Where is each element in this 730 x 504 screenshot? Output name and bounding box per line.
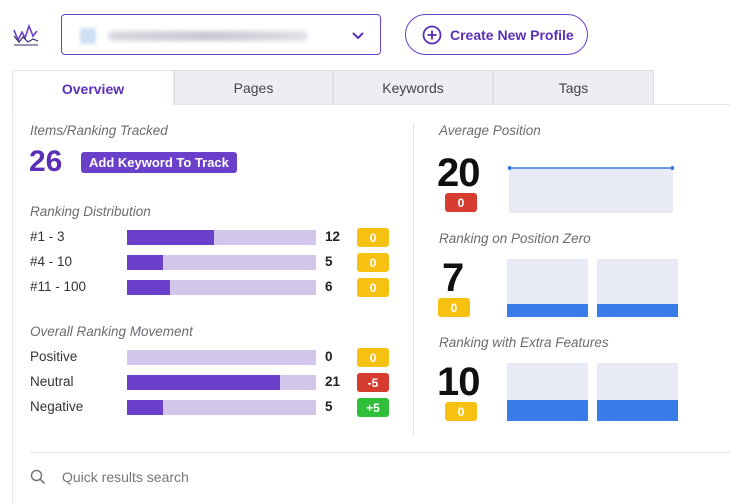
row-count: 5 xyxy=(325,399,333,414)
row-label: Neutral xyxy=(30,374,74,389)
position-zero-badge: 0 xyxy=(438,298,470,317)
row-bar xyxy=(127,255,316,270)
distribution-label: Ranking Distribution xyxy=(30,204,151,219)
plus-circle-icon xyxy=(422,25,442,44)
position-zero-bar-2 xyxy=(597,259,678,317)
tab-pages[interactable]: Pages xyxy=(174,70,333,105)
position-zero-value: 7 xyxy=(442,256,464,300)
row-bar-fill xyxy=(127,255,163,270)
create-profile-button[interactable]: Create New Profile xyxy=(405,14,588,55)
profile-select[interactable] xyxy=(61,14,381,55)
row-count: 0 xyxy=(325,349,333,364)
row-bar xyxy=(127,350,316,365)
extra-features-bar-2-fill xyxy=(597,399,678,421)
row-count: 12 xyxy=(325,229,341,244)
row-label: #11 - 100 xyxy=(30,279,87,294)
chart-logo-icon[interactable] xyxy=(12,22,40,48)
create-profile-label: Create New Profile xyxy=(450,26,574,43)
row-label: Positive xyxy=(30,349,78,364)
row-bar xyxy=(127,375,316,390)
row-bar-fill xyxy=(127,280,171,295)
row-count: 6 xyxy=(325,279,333,294)
extra-features-bar-2 xyxy=(597,363,678,421)
add-keyword-button[interactable]: Add Keyword To Track xyxy=(81,152,237,173)
search-divider xyxy=(30,452,730,453)
avg-position-badge: 0 xyxy=(445,193,477,212)
chevron-down-icon xyxy=(352,32,364,40)
row-label: #1 - 3 xyxy=(30,229,65,244)
tab-tags[interactable]: Tags xyxy=(493,70,654,105)
search-icon xyxy=(30,469,46,485)
change-badge: 0 xyxy=(357,253,389,272)
extra-features-value: 10 xyxy=(437,360,480,404)
row-count: 5 xyxy=(325,254,333,269)
row-bar-fill xyxy=(127,400,163,415)
top-bar: Create New Profile xyxy=(0,0,730,70)
tab-overview[interactable]: Overview xyxy=(12,70,174,106)
change-badge: 0 xyxy=(357,348,389,367)
change-badge: 0 xyxy=(357,278,389,297)
extra-features-badge: 0 xyxy=(445,402,477,421)
extra-features-label: Ranking with Extra Features xyxy=(439,335,609,350)
row-bar xyxy=(127,280,316,295)
row-count: 21 xyxy=(325,374,341,389)
profile-select-value xyxy=(108,31,308,41)
avg-position-value: 20 xyxy=(437,151,480,195)
row-label: Negative xyxy=(30,399,84,414)
extra-features-bar-1 xyxy=(507,363,588,421)
items-tracked-label: Items/Ranking Tracked xyxy=(30,123,168,138)
tab-bar: Overview Pages Keywords Tags xyxy=(12,70,730,106)
column-divider xyxy=(413,122,414,436)
row-bar-fill xyxy=(127,230,214,245)
movement-label: Overall Ranking Movement xyxy=(30,324,193,339)
quick-search-input[interactable] xyxy=(62,466,362,488)
position-zero-bar-2-fill xyxy=(597,304,678,317)
avg-position-label: Average Position xyxy=(439,123,541,138)
row-bar xyxy=(127,230,316,245)
position-zero-bar-1-fill xyxy=(507,304,588,317)
change-badge: -5 xyxy=(357,373,389,392)
change-badge: +5 xyxy=(357,398,389,417)
row-bar-fill xyxy=(127,375,281,390)
tab-keywords[interactable]: Keywords xyxy=(333,70,493,105)
position-zero-label: Ranking on Position Zero xyxy=(439,231,591,246)
row-bar xyxy=(127,400,316,415)
position-zero-bar-1 xyxy=(507,259,588,317)
change-badge: 0 xyxy=(357,228,389,247)
profile-favicon-icon xyxy=(80,28,96,44)
avg-position-sparkline xyxy=(508,166,674,213)
row-label: #4 - 10 xyxy=(30,254,73,269)
items-tracked-value: 26 xyxy=(29,145,63,178)
extra-features-bar-1-fill xyxy=(507,399,588,421)
